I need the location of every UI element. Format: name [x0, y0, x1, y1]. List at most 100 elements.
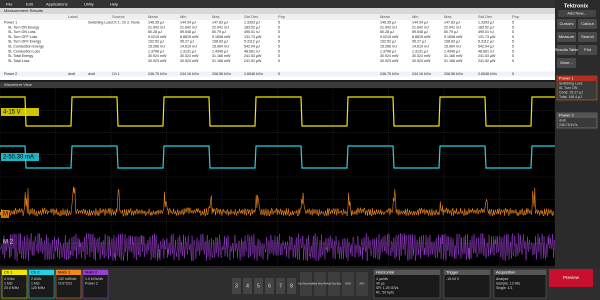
trigger-header[interactable]	[444, 270, 490, 275]
channel-button[interactable]	[265, 278, 274, 294]
cell: 30.524 mW	[180, 59, 199, 63]
cell: 146.35 µJ	[380, 20, 396, 24]
horizontal-title[interactable]: Horizontal	[376, 270, 394, 275]
cell: 208.58 kV/s	[212, 72, 231, 76]
add-button-label[interactable]: Add New Math	[298, 283, 314, 286]
column-header: Pop	[278, 14, 286, 19]
channel-line: 120 MHz	[31, 286, 45, 290]
cell: 241.52 µW	[478, 59, 496, 63]
channel-header[interactable]	[29, 270, 54, 275]
badge-header[interactable]	[557, 113, 597, 118]
trigger-title[interactable]: Trigger	[446, 270, 459, 275]
side-button-label[interactable]: Results Table	[555, 47, 580, 52]
waveform-title-bar	[0, 82, 555, 88]
badge-line: Total: 146.4 µJ	[559, 95, 582, 99]
side-button[interactable]	[578, 45, 597, 55]
preview-button[interactable]	[549, 269, 593, 287]
add-button-label[interactable]: Add New Bus	[327, 283, 342, 286]
waveform-trace	[0, 145, 555, 169]
cell: 59.548 µJ	[180, 30, 196, 34]
side-button-label[interactable]: Plot	[584, 47, 592, 52]
cell: 147.83 µJ	[212, 20, 228, 24]
menu-item[interactable]: Utility	[84, 2, 94, 7]
add-button[interactable]	[328, 272, 340, 296]
cell: 2.6548 kV/s	[244, 72, 263, 76]
side-button[interactable]	[557, 45, 576, 55]
channel-name[interactable]: Math 1	[58, 270, 71, 275]
channel-button[interactable]	[254, 278, 263, 294]
side-button[interactable]	[578, 19, 597, 29]
cell: SL Turn ON Energy	[8, 25, 39, 29]
add-button[interactable]	[356, 272, 368, 296]
menu-item[interactable]: Help	[110, 2, 119, 7]
add-new-button[interactable]	[558, 10, 596, 17]
add-button[interactable]	[342, 272, 354, 296]
cell: SL Conduction Loss	[8, 49, 40, 53]
cell: dvdt	[68, 72, 75, 76]
cell: 5.3112 µJ	[244, 40, 260, 44]
side-button-label[interactable]: More...	[560, 60, 572, 65]
add-button-label[interactable]: Add New Ref	[313, 283, 327, 286]
channel-line: 1 MΩ	[4, 281, 13, 285]
preview-label[interactable]: Preview	[563, 275, 580, 280]
acquisition-line: Single: 1/1	[496, 286, 513, 290]
channel-button-label[interactable]: 7	[279, 283, 282, 289]
cell: 31.166 mW	[444, 54, 463, 58]
cell: 9.1698 mW	[444, 35, 463, 39]
channel-button-label[interactable]: 6	[268, 283, 271, 289]
cell: 15.964 mJ	[212, 44, 229, 48]
menu-item[interactable]: File	[6, 2, 13, 7]
channel-header[interactable]	[2, 270, 27, 275]
column-header: Max	[212, 14, 220, 19]
channel-name[interactable]: Ch 1	[4, 270, 13, 275]
trace-label: 4-15 V	[3, 110, 21, 116]
channel-button[interactable]	[276, 278, 285, 294]
side-button-label[interactable]: Measure	[559, 34, 575, 39]
menu-item[interactable]: Edit	[26, 2, 34, 7]
cell: 5	[278, 54, 280, 58]
acquisition-title[interactable]: Acquisition	[496, 270, 515, 275]
channel-button-label[interactable]: 8	[290, 283, 293, 289]
side-button-label[interactable]: Search	[581, 34, 594, 39]
side-button[interactable]	[557, 32, 576, 42]
cell: 5.3112 µJ	[478, 40, 494, 44]
channel-name[interactable]: Math 2	[85, 270, 98, 275]
side-button-label[interactable]: Cursors	[559, 21, 573, 26]
cell: 30.524 mW	[412, 54, 431, 58]
channel-line: Ch1*Ch2	[58, 281, 72, 285]
column-header: Max	[444, 14, 452, 19]
channel-header[interactable]	[83, 270, 108, 275]
channel-button-label[interactable]: 5	[257, 283, 260, 289]
channel-header[interactable]	[56, 270, 81, 275]
channel-button[interactable]	[243, 278, 252, 294]
add-button[interactable]	[300, 272, 312, 296]
channel-name[interactable]: Ch 2	[31, 270, 40, 275]
side-button[interactable]	[557, 58, 576, 68]
cell: 5	[512, 54, 514, 58]
badge-title[interactable]: Power 1	[559, 76, 574, 81]
cell: 241.53 µW	[478, 54, 496, 58]
channel-button-label[interactable]: 4	[246, 283, 249, 289]
cell: SL Turn ON Loss	[8, 30, 36, 34]
cell: 31.166 mW	[212, 59, 231, 63]
acquisition-line: Analyze	[496, 277, 509, 281]
side-button[interactable]	[557, 19, 576, 29]
add-button[interactable]	[314, 272, 326, 296]
cell: 21.902 mJ	[380, 25, 397, 29]
add-button-label[interactable]: DVM	[345, 283, 350, 286]
badge-title[interactable]: Power 2	[559, 113, 574, 118]
channel-button[interactable]	[232, 278, 241, 294]
horizontal-header[interactable]	[374, 270, 440, 275]
cell: 8.8819 mW	[180, 35, 199, 39]
acquisition-header[interactable]	[494, 270, 546, 275]
badge-header[interactable]	[557, 76, 597, 81]
side-button-label[interactable]: Callout	[581, 21, 594, 26]
side-button[interactable]	[578, 32, 597, 42]
cell: 30.524 mW	[412, 59, 431, 63]
badge-line: Switching Loss	[559, 81, 583, 85]
channel-button-label[interactable]: 3	[235, 283, 238, 289]
add-button-label[interactable]: AFG	[360, 283, 365, 286]
menu-item[interactable]: Applications	[46, 2, 68, 7]
add-new-label[interactable]: Add New...	[567, 11, 586, 16]
channel-button[interactable]	[287, 278, 296, 294]
